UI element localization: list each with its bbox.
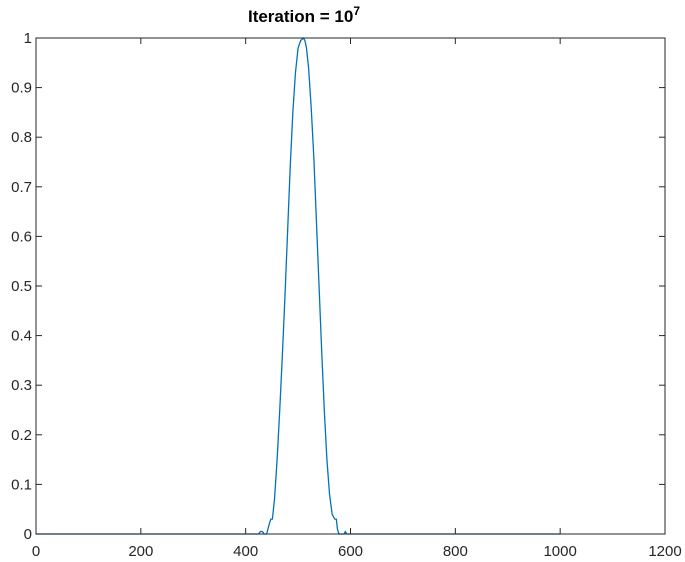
y-tick-label: 0.7: [11, 179, 32, 196]
chart-title-main: Iteration = 10: [248, 7, 353, 26]
x-tick-label: 1200: [648, 543, 681, 560]
y-tick-label: 1: [24, 30, 32, 47]
y-tick-label: 0: [24, 526, 32, 543]
y-tick-label: 0.2: [11, 427, 32, 444]
x-tick-label: 0: [32, 543, 40, 560]
y-tick-label: 0.5: [11, 278, 32, 295]
y-tick-label: 0.9: [11, 80, 32, 97]
x-tick-label: 800: [443, 543, 468, 560]
x-tick-label: 600: [338, 543, 363, 560]
x-tick-label: 400: [233, 543, 258, 560]
axis-ticks: 0 200 400 600 800 1000 1200 0 0.1 0.2 0.3 0.4 0.5 0.6…: [11, 30, 682, 560]
y-tick-label: 0.8: [11, 129, 32, 146]
y-tick-label: 0.4: [11, 328, 32, 345]
axes-box: [35, 37, 666, 535]
y-tick-label: 0.1: [11, 476, 32, 493]
chart-title-exponent: 7: [353, 4, 360, 18]
chart-title: Iteration = 107: [248, 4, 360, 26]
x-tick-label: 1000: [543, 543, 576, 560]
y-tick-label: 0.6: [11, 228, 32, 245]
y-tick-label: 0.3: [11, 377, 32, 394]
x-tick-label: 200: [128, 543, 153, 560]
